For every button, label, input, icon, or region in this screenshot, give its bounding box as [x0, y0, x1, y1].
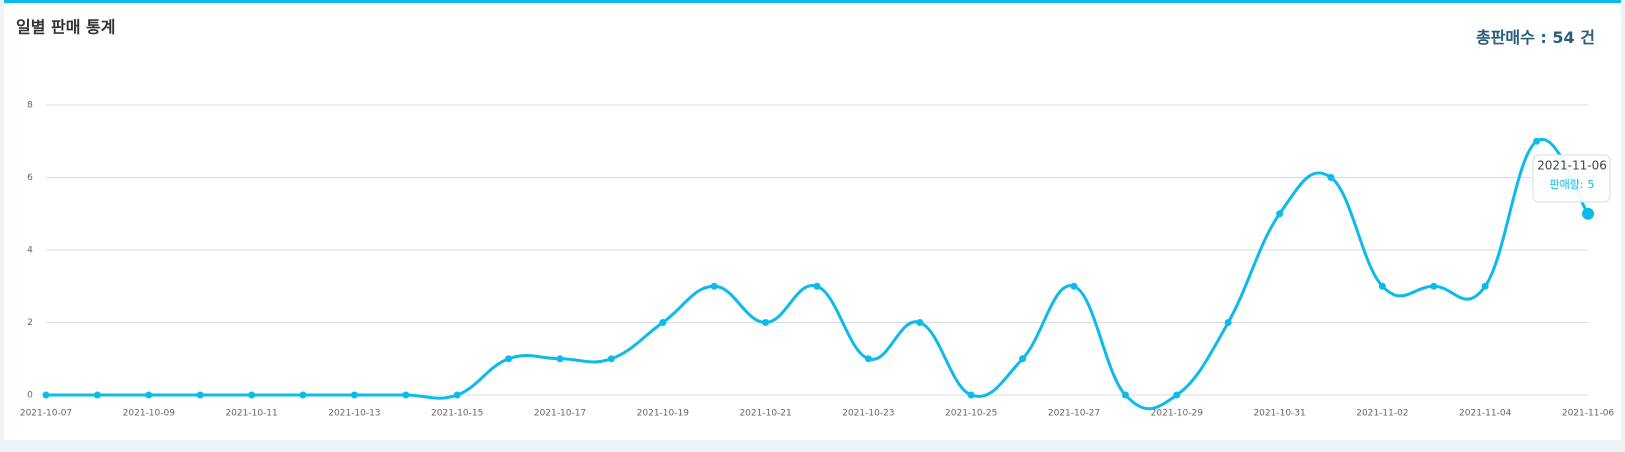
point: [710, 282, 718, 290]
point: [607, 355, 615, 363]
tooltip-title: 2021-11-06: [1537, 159, 1607, 173]
point: [1019, 355, 1027, 363]
y-tick-label: 6: [27, 173, 33, 183]
point: [813, 282, 821, 290]
x-tick-label: 2021-11-06: [1562, 409, 1615, 419]
point: [1224, 319, 1232, 326]
point: [762, 319, 770, 326]
x-tick-label: 2021-10-27: [1048, 409, 1100, 419]
point: [402, 391, 410, 399]
y-tick-label: 8: [27, 101, 33, 111]
point: [659, 319, 667, 326]
point: [916, 319, 924, 326]
point: [1481, 282, 1489, 290]
total-text: 총판매수 :: [1476, 28, 1547, 47]
x-tick-label: 2021-10-21: [739, 409, 791, 419]
point: [1276, 210, 1284, 218]
line: [45, 137, 1590, 411]
point: [350, 391, 358, 399]
tooltip-box: [1532, 154, 1611, 203]
point: [967, 391, 975, 399]
point: [1327, 174, 1335, 181]
x-tick-label: 2021-10-09: [123, 409, 176, 419]
x-tick-label: 2021-11-02: [1356, 409, 1408, 419]
point: [145, 391, 153, 399]
point: [42, 391, 50, 399]
point: [1173, 391, 1181, 399]
y-tick-label: 0: [27, 391, 33, 401]
x-tick-label: 2021-10-13: [328, 409, 380, 419]
x-tick-label: 2021-10-11: [225, 409, 277, 419]
tooltip-label: 판매량:: [1549, 178, 1583, 191]
total-value: 54: [1552, 28, 1574, 47]
x-tick-label: 2021-10-31: [1253, 409, 1305, 419]
x-tick-label: 2021-11-04: [1459, 409, 1512, 419]
x-tick-label: 2021-10-23: [842, 409, 894, 419]
x-tick-label: 2021-10-29: [1151, 409, 1204, 419]
y-tick-label: 4: [27, 246, 33, 256]
total-unit: 건: [1580, 28, 1595, 47]
point: [505, 355, 513, 363]
card: [4, 0, 1621, 440]
x-tick-label: 2021-10-17: [534, 409, 586, 419]
x-tick-label: 2021-10-07: [20, 409, 72, 419]
x-tick-label: 2021-10-19: [637, 409, 690, 419]
point: [556, 355, 564, 363]
point: [864, 355, 872, 363]
chart-title: 일별 판매 통계: [16, 18, 115, 37]
y-tick-label: 2: [27, 318, 33, 328]
point: [196, 391, 204, 399]
point: [93, 391, 101, 399]
point: [453, 391, 461, 399]
point: [1582, 207, 1594, 220]
point: [1070, 282, 1078, 290]
point: [299, 391, 307, 399]
point: [1430, 282, 1438, 290]
tooltip-label: 판매량: 5: [1549, 178, 1594, 191]
point: [248, 391, 256, 399]
tooltip-value: 5: [1588, 178, 1595, 191]
point: [1533, 137, 1541, 145]
x-tick-label: 2021-10-25: [945, 409, 997, 419]
total-label: 총판매수 : 54 건: [1476, 28, 1595, 47]
point: [1121, 391, 1129, 399]
x-tick-label: 2021-10-15: [431, 409, 483, 419]
point: [1378, 282, 1386, 290]
